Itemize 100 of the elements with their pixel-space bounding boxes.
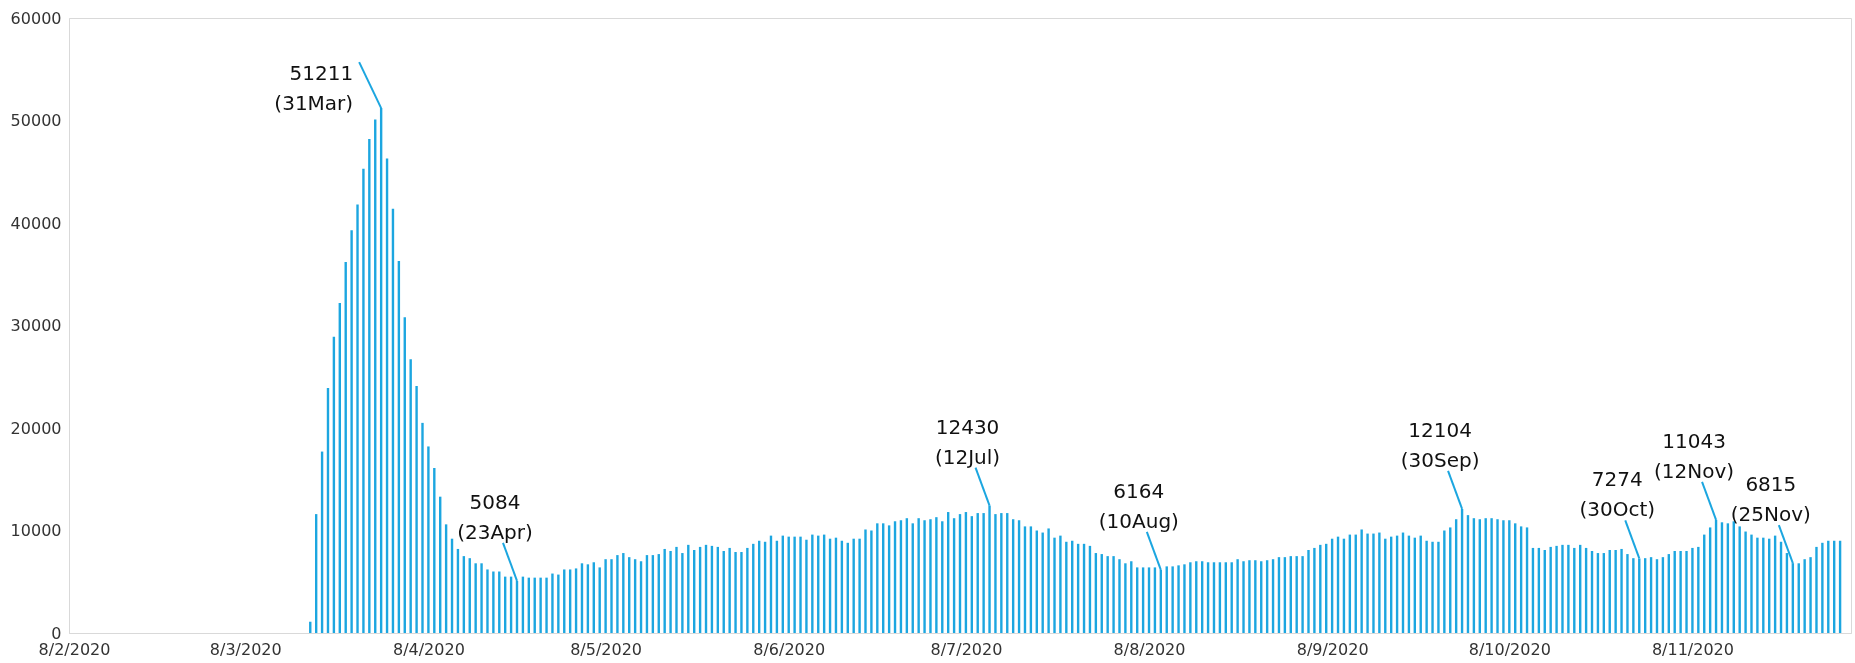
bar [1189, 562, 1192, 633]
bar [1366, 533, 1369, 633]
annotation: 7274 (30Oct) [1579, 467, 1656, 522]
bar [1124, 563, 1127, 633]
bar [1106, 556, 1109, 633]
bar [1496, 519, 1499, 633]
bar [1053, 537, 1056, 633]
bar [1425, 540, 1428, 633]
bar [1626, 554, 1629, 633]
bar [1549, 546, 1552, 633]
bar [1567, 544, 1570, 633]
bar [474, 563, 477, 633]
bar [734, 552, 737, 633]
x-tick-label: 8/11/2020 [1651, 639, 1734, 659]
bar [923, 520, 926, 633]
bar [1307, 549, 1310, 633]
x-tick-label: 8/6/2020 [753, 639, 826, 659]
bar [805, 539, 808, 633]
annotation: 12104 (30Sep) [1400, 417, 1480, 472]
bar [1183, 564, 1186, 633]
bar [1803, 559, 1806, 633]
bar [1555, 545, 1558, 633]
annotation: 12430 (12Jul) [934, 414, 1001, 469]
bar [1301, 556, 1304, 633]
bar [811, 534, 814, 633]
bar [1047, 528, 1050, 633]
bar [350, 230, 353, 633]
bar [1171, 566, 1174, 633]
annotation: 51211 (31Mar) [274, 61, 354, 116]
bar [598, 567, 601, 633]
annotation: 5084 (23Apr) [457, 489, 533, 544]
x-tick-label: 8/4/2020 [392, 639, 465, 659]
bar [1431, 541, 1434, 633]
bar [1697, 546, 1700, 633]
bar [793, 536, 796, 633]
bar [675, 546, 678, 633]
bar [1756, 537, 1759, 633]
bar [415, 385, 418, 633]
bar [604, 559, 607, 633]
bar [1378, 532, 1381, 633]
bar [1490, 518, 1493, 633]
bar [681, 553, 684, 633]
bar [539, 577, 542, 633]
bar [1319, 544, 1322, 633]
bar [852, 538, 855, 633]
bar [1443, 530, 1446, 633]
bar [864, 529, 867, 633]
bar [1508, 520, 1511, 633]
y-tick-label: 10000 [10, 521, 62, 540]
bar [1112, 556, 1115, 633]
bar [876, 523, 879, 633]
bar [1059, 535, 1062, 633]
bar [1248, 560, 1251, 633]
bar [1236, 559, 1239, 633]
bar [362, 168, 365, 633]
x-tick-label: 8/3/2020 [209, 639, 282, 659]
bar [1118, 559, 1121, 633]
bar [799, 536, 802, 633]
bar [1437, 541, 1440, 633]
bar [1484, 518, 1487, 633]
bar [1815, 546, 1818, 633]
bar [1762, 537, 1765, 633]
bar [492, 571, 495, 633]
x-tick-label: 8/5/2020 [570, 639, 643, 659]
bar [1632, 558, 1635, 633]
bar [929, 519, 932, 633]
bar [669, 551, 672, 633]
bar [545, 577, 548, 633]
bar [994, 514, 997, 633]
bar [551, 573, 554, 633]
bar [1679, 551, 1682, 633]
bar [1295, 556, 1298, 633]
bar [356, 204, 359, 633]
y-tick-label: 40000 [10, 213, 62, 233]
bar [421, 422, 424, 633]
bar [663, 548, 666, 633]
y-tick-label: 30000 [10, 316, 62, 335]
bar [622, 553, 625, 633]
bar [1614, 549, 1617, 633]
bar [746, 547, 749, 633]
bar [858, 538, 861, 633]
bar [982, 513, 985, 633]
bar [409, 359, 412, 633]
annotation: 6164 (10Aug) [1098, 478, 1179, 533]
bar [1372, 533, 1375, 633]
bar [1313, 547, 1316, 633]
bar [1065, 541, 1068, 633]
x-tick-label: 8/7/2020 [930, 639, 1003, 659]
bar [427, 446, 430, 633]
x-tick-label: 8/9/2020 [1296, 639, 1369, 659]
bar [1360, 529, 1363, 633]
bar [1254, 560, 1257, 633]
bar [1502, 520, 1505, 633]
bar [917, 518, 920, 633]
bar [433, 467, 436, 633]
bar [480, 563, 483, 633]
bar [1738, 526, 1741, 633]
y-tick-label: 20000 [10, 418, 62, 438]
bar [486, 569, 489, 633]
x-tick-label: 8/8/2020 [1113, 639, 1186, 659]
